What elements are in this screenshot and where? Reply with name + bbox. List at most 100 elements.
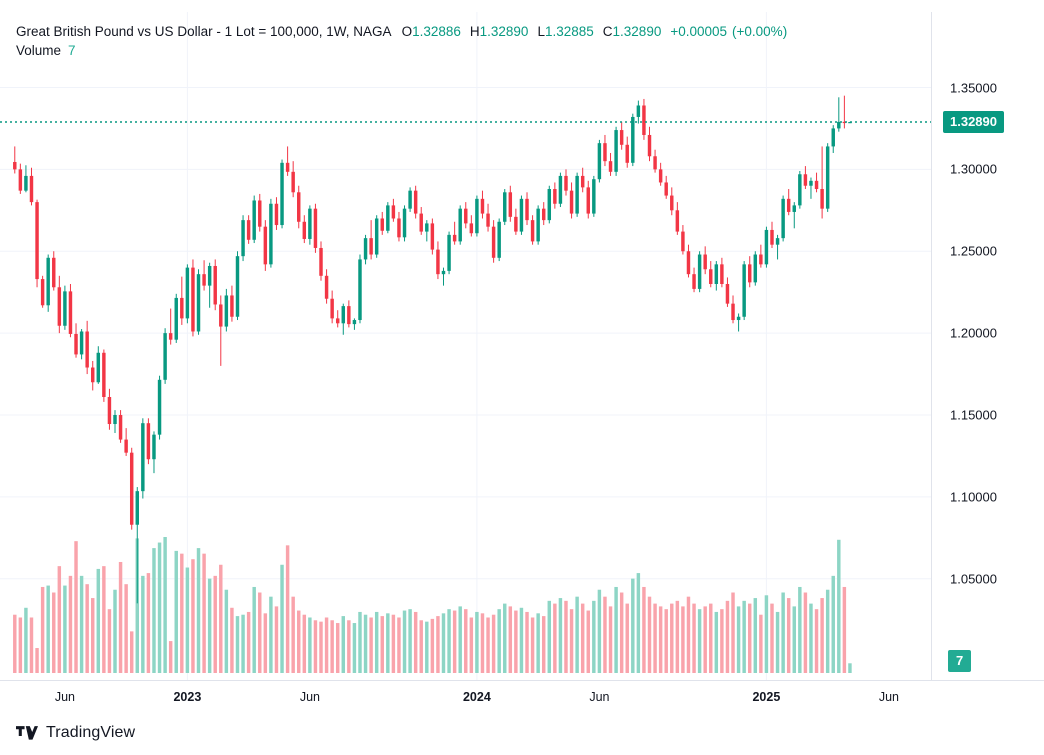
volume-bar — [252, 586, 256, 673]
candle-body — [263, 226, 268, 265]
volume-bar — [241, 614, 245, 673]
candle-body — [809, 180, 813, 186]
volume-bar — [24, 607, 28, 673]
candle-body — [731, 303, 735, 321]
candle-body — [508, 192, 513, 217]
volume-bar — [230, 607, 234, 673]
volume-bar — [386, 613, 390, 673]
candle-body — [241, 220, 245, 257]
volume-bar — [163, 537, 167, 673]
candle-body — [274, 203, 279, 226]
volume-bar — [820, 598, 824, 673]
volume-bar — [436, 616, 440, 673]
volume-bar — [731, 592, 735, 673]
candle-body — [168, 333, 173, 340]
candle-body — [29, 175, 34, 203]
volume-bar — [207, 578, 212, 673]
volume-bar — [792, 606, 796, 673]
volume-bar — [464, 609, 468, 673]
volume-bar — [664, 609, 668, 673]
candle-body — [447, 234, 451, 271]
time-axis-label: Jun — [589, 690, 610, 704]
volume-bar — [575, 596, 579, 673]
candle-body — [124, 439, 128, 453]
candle-body — [313, 208, 318, 248]
candle-body — [419, 213, 423, 232]
volume-bar — [798, 586, 802, 673]
current-price-badge[interactable]: 1.32890 — [943, 111, 1004, 133]
volume-bar — [670, 603, 674, 673]
time-axis-label: Jun — [54, 690, 75, 704]
volume-bar — [196, 548, 201, 673]
candle-body — [608, 161, 613, 172]
candle-body — [118, 415, 123, 440]
candle-body — [681, 231, 685, 252]
volume-bar — [536, 613, 540, 673]
price-scale[interactable]: 1.35000 1.30000 1.25000 1.20000 1.15000 1.100… — [931, 12, 1044, 680]
volume-bar — [146, 573, 151, 673]
candle-body — [575, 175, 579, 214]
volume-bar — [814, 609, 819, 673]
candle-body — [597, 143, 602, 180]
price-axis-label: 1.05000 — [950, 571, 997, 587]
candle-body — [91, 367, 95, 383]
candle-body — [725, 284, 730, 304]
candle-body — [636, 105, 641, 117]
volume-bar — [168, 641, 173, 673]
candle-body — [675, 210, 680, 232]
volume-bar — [35, 648, 39, 673]
candle-body — [391, 205, 396, 219]
candle-body — [430, 223, 435, 250]
candle-body — [619, 130, 624, 145]
volume-bar — [658, 606, 663, 673]
candle-body — [363, 238, 368, 260]
volume-bar — [152, 548, 156, 673]
candlestick-plot[interactable] — [0, 12, 931, 680]
volume-bar — [185, 567, 190, 673]
tradingview-branding[interactable]: TradingView — [16, 722, 135, 744]
volume-bar — [408, 609, 412, 673]
volume-bar — [40, 586, 45, 673]
candle-body — [219, 304, 223, 327]
current-volume-badge[interactable]: 7 — [948, 650, 972, 672]
volume-bar — [107, 609, 112, 673]
volume-bar — [224, 589, 229, 673]
candle-body — [480, 198, 485, 214]
candle-body — [347, 306, 351, 325]
candle-body — [129, 452, 134, 525]
candle-body — [558, 175, 563, 204]
candle-body — [603, 143, 607, 162]
volume-bar — [647, 596, 652, 673]
candle-body — [324, 275, 329, 299]
volume-bar — [402, 610, 407, 673]
volume-bar — [725, 600, 730, 673]
volume-bar — [341, 616, 345, 673]
candle-body — [246, 220, 251, 240]
volume-bar — [85, 584, 89, 673]
volume-bar — [29, 617, 34, 673]
candle-body — [374, 218, 379, 255]
volume-bar — [541, 616, 546, 673]
time-scale[interactable]: Jun 2023 Jun 2024 Jun 2025 Jun — [0, 680, 1044, 713]
candle-body — [413, 190, 418, 214]
candle-body — [113, 415, 117, 425]
price-axis-label: 1.10000 — [950, 489, 997, 505]
volume-bar — [419, 620, 423, 673]
volume-bar — [352, 623, 357, 673]
volume-bar — [391, 614, 396, 673]
candle-body — [185, 267, 190, 319]
volume-bar — [118, 561, 123, 673]
volume-bar — [491, 614, 496, 673]
candle-body — [258, 200, 262, 227]
candle-body — [57, 287, 62, 326]
candle-body — [742, 264, 746, 317]
candle-body — [692, 274, 696, 289]
volume-bar — [235, 616, 240, 673]
chart-plot-area[interactable] — [0, 12, 931, 680]
candle-body — [720, 264, 724, 284]
candle-body — [224, 295, 229, 327]
volume-bar — [319, 621, 323, 673]
candle-body — [330, 298, 334, 319]
volume-bar — [374, 611, 379, 673]
